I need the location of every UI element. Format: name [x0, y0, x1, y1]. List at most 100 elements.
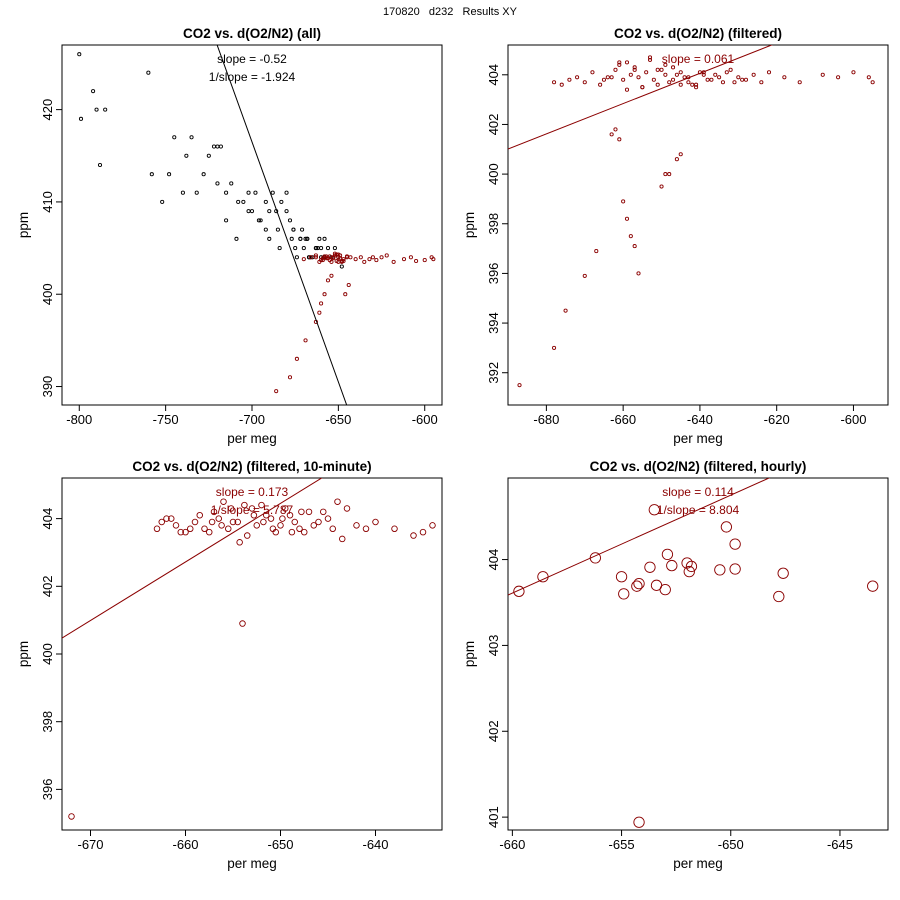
data-point — [709, 77, 714, 82]
data-point — [647, 55, 653, 60]
data-point — [205, 528, 213, 536]
y-tick-label: 401 — [486, 806, 501, 828]
x-tick-label: -800 — [66, 412, 92, 427]
chart-title: CO2 vs. d(O2/N2) (all) — [183, 26, 321, 41]
data-point — [180, 190, 185, 195]
data-point — [336, 259, 341, 264]
data-point — [632, 244, 637, 249]
data-point — [517, 383, 522, 388]
data-point — [260, 518, 267, 526]
data-point — [315, 246, 320, 251]
data-point — [362, 525, 370, 533]
y-tick-label: 402 — [486, 114, 501, 136]
data-point — [163, 515, 170, 522]
data-point — [339, 264, 344, 269]
x-tick-label: -700 — [239, 412, 265, 427]
y-tick-label: 404 — [486, 549, 501, 571]
data-point — [346, 282, 351, 288]
data-point — [648, 504, 660, 516]
data-point — [291, 227, 296, 232]
data-point — [740, 77, 745, 82]
x-tick-label: -650 — [325, 412, 351, 427]
data-point — [224, 218, 229, 223]
data-point — [229, 518, 237, 526]
data-point — [384, 253, 389, 258]
data-point — [609, 132, 614, 137]
data-point — [224, 525, 232, 533]
data-point — [621, 77, 626, 82]
x-tick-label: -645 — [827, 837, 853, 852]
data-point — [236, 539, 243, 546]
data-point — [644, 561, 656, 573]
data-point — [348, 255, 353, 260]
data-point — [655, 67, 660, 72]
data-point — [320, 258, 325, 263]
data-point — [303, 236, 308, 241]
regression-line — [62, 478, 323, 639]
data-point — [317, 236, 322, 241]
data-point — [685, 560, 698, 573]
data-point — [678, 70, 683, 75]
data-point — [408, 255, 413, 260]
data-point — [659, 184, 664, 189]
data-point — [224, 190, 229, 195]
data-point — [215, 515, 222, 522]
data-point — [613, 127, 618, 132]
data-point — [300, 227, 305, 232]
data-point — [284, 190, 289, 195]
x-tick-label: -750 — [153, 412, 179, 427]
x-tick-label: -650 — [267, 837, 293, 852]
data-point — [201, 172, 206, 177]
data-point — [269, 525, 277, 533]
data-point — [362, 259, 367, 264]
scatter-panel-4: CO2 vs. d(O2/N2) (filtered, hourly) -660 -… — [462, 459, 889, 871]
regression-line — [508, 478, 771, 596]
data-point — [306, 255, 312, 260]
y-tick-label: 400 — [486, 163, 501, 185]
data-point — [327, 254, 332, 259]
data-point — [94, 107, 99, 112]
data-point — [241, 199, 246, 204]
y-tick-label: 404 — [486, 64, 501, 86]
data-point — [636, 75, 641, 80]
fit-annotation: slope = 0.173 — [216, 485, 289, 499]
data-point — [374, 258, 379, 263]
data-point — [601, 77, 607, 82]
data-point — [678, 152, 683, 157]
data-point — [97, 162, 103, 168]
data-point — [609, 75, 614, 80]
data-point — [575, 75, 580, 80]
y-axis-label: ppm — [16, 212, 31, 238]
y-tick-label: 396 — [40, 779, 55, 801]
data-point — [732, 80, 737, 85]
data-point — [370, 255, 375, 260]
x-tick-label: -600 — [412, 412, 438, 427]
data-point — [279, 515, 286, 522]
data-point — [325, 246, 331, 251]
data-point — [343, 505, 351, 512]
data-point — [567, 77, 572, 82]
data-point — [78, 116, 84, 121]
fit-annotation: 1/slope = 8.804 — [657, 503, 740, 517]
data-point — [836, 75, 841, 80]
data-point — [624, 60, 630, 65]
data-point — [294, 255, 299, 260]
data-point — [636, 271, 641, 276]
data-point — [267, 515, 275, 522]
data-point — [275, 227, 280, 232]
data-point — [246, 209, 251, 214]
data-point — [851, 70, 856, 75]
x-tick-label: -640 — [362, 837, 388, 852]
data-point — [324, 515, 332, 522]
data-point — [301, 528, 308, 536]
data-point — [617, 62, 622, 67]
data-point — [77, 52, 82, 57]
data-point — [743, 77, 749, 82]
data-point — [367, 257, 372, 262]
y-tick-label: 400 — [40, 283, 55, 305]
data-point — [582, 80, 587, 85]
data-point — [624, 216, 630, 221]
data-point — [234, 236, 239, 241]
data-point — [624, 87, 630, 92]
data-point — [68, 813, 75, 820]
